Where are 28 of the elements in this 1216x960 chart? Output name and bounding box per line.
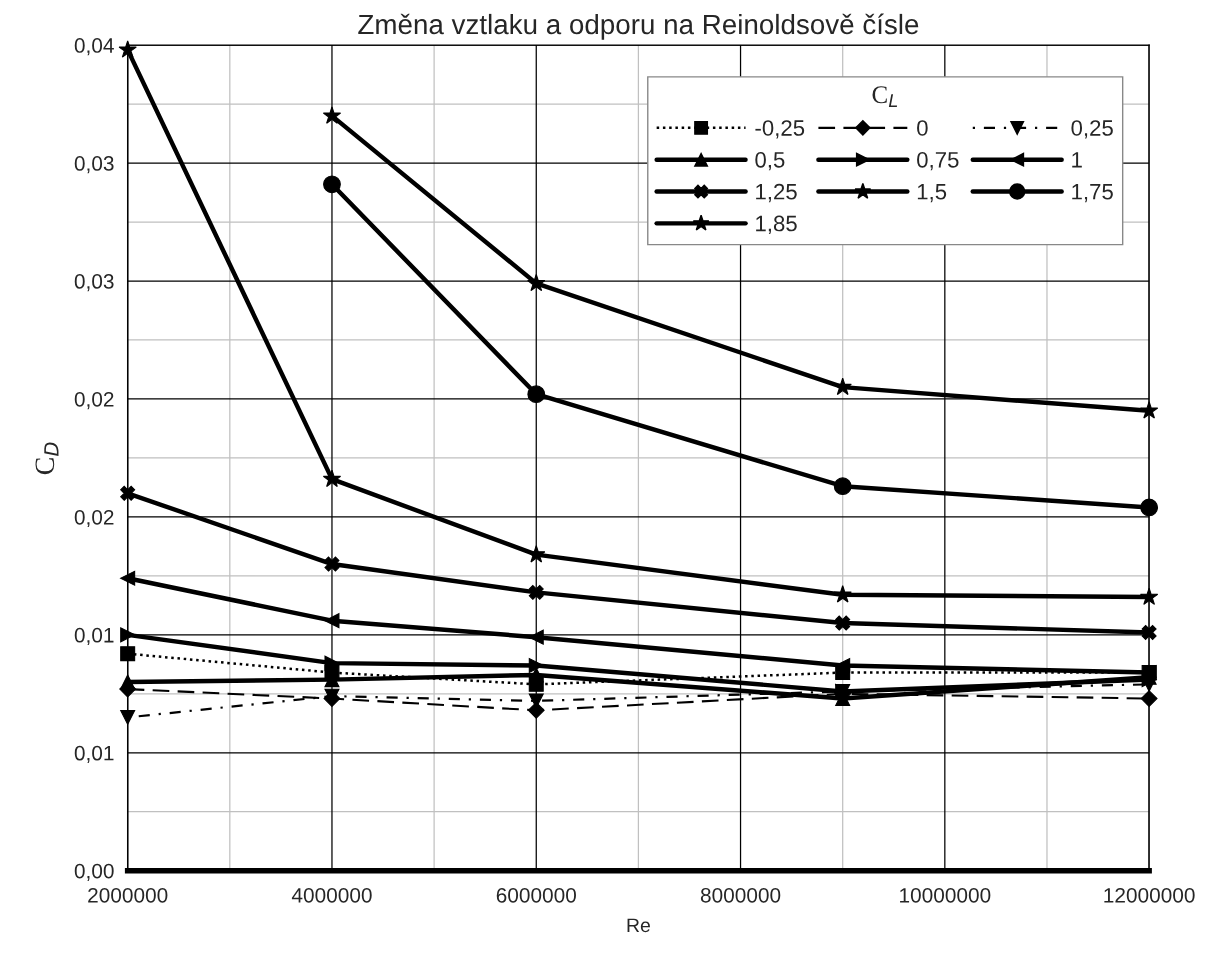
x-tick-label: 10000000 (900, 887, 991, 903)
legend-label: 1,5 (917, 184, 947, 203)
y-tick-label: 0,02 (74, 509, 114, 528)
legend-title: C$_{L}$ (872, 86, 898, 108)
y-tick-label: 0,03 (74, 274, 114, 292)
y-tick-label: 0,01 (74, 627, 114, 646)
legend-label: 0 (917, 120, 928, 136)
legend-label: 0,5 (755, 151, 785, 171)
y-axis-title: C$_{D}$ (35, 442, 59, 475)
chart-title: Změna vztlaku a odporu na Reinoldsově čísle (358, 13, 919, 40)
y-tick-label: 0,00 (74, 863, 114, 881)
y-tick-label: 0,03 (74, 156, 114, 174)
x-tick-label: 8000000 (700, 887, 781, 903)
y-tick-label: 0,04 (74, 38, 114, 56)
x-axis-title: Re (627, 918, 650, 933)
y-tick-label: 0,01 (74, 745, 114, 763)
x-tick-label: 2000000 (88, 887, 168, 903)
x-tick-label: 12000000 (1104, 887, 1195, 903)
x-tick-label: 6000000 (496, 887, 576, 903)
legend-label: 1,85 (756, 215, 797, 234)
y-tick-label: 0,02 (74, 391, 114, 410)
legend-label: 1,25 (756, 183, 797, 203)
legend-label: 0,25 (1071, 120, 1113, 139)
x-tick-label: 4000000 (291, 887, 372, 903)
legend-label: 0,75 (917, 151, 959, 171)
legend-label: 1 (1072, 152, 1082, 168)
legend-label: -0,25 (755, 120, 805, 139)
legend-label: 1,75 (1072, 184, 1113, 203)
